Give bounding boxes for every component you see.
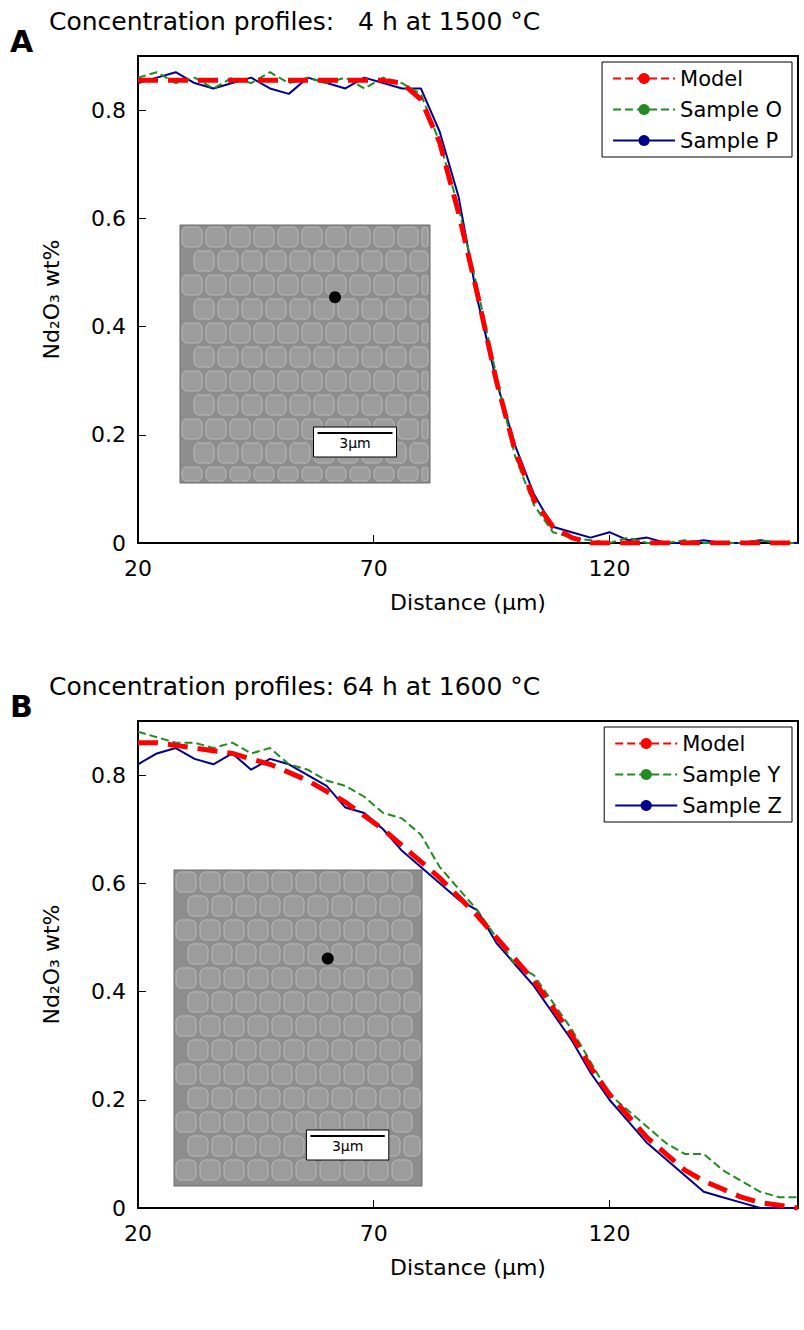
- svg-text:Model: Model: [682, 732, 745, 756]
- svg-text:70: 70: [360, 1221, 388, 1246]
- svg-text:20: 20: [124, 556, 152, 581]
- svg-text:Sample Z: Sample Z: [682, 794, 782, 818]
- svg-text:Distance (μm): Distance (μm): [390, 590, 546, 615]
- svg-text:Nd₂O₃ wt%: Nd₂O₃ wt%: [39, 240, 64, 360]
- svg-text:0: 0: [112, 531, 126, 556]
- svg-text:0.8: 0.8: [91, 98, 126, 123]
- svg-text:0.2: 0.2: [91, 422, 126, 447]
- svg-text:0.4: 0.4: [91, 314, 126, 339]
- svg-text:0.6: 0.6: [91, 206, 126, 231]
- svg-text:0.2: 0.2: [91, 1087, 126, 1112]
- svg-text:120: 120: [588, 556, 630, 581]
- svg-text:20: 20: [124, 1221, 152, 1246]
- svg-text:0.8: 0.8: [91, 763, 126, 788]
- svg-text:70: 70: [360, 556, 388, 581]
- svg-text:A: A: [10, 24, 34, 59]
- svg-text:Nd₂O₃ wt%: Nd₂O₃ wt%: [39, 905, 64, 1025]
- svg-text:B: B: [10, 689, 33, 724]
- svg-text:0: 0: [112, 1196, 126, 1221]
- svg-text:Sample O: Sample O: [680, 98, 782, 122]
- svg-text:Model: Model: [680, 67, 743, 91]
- svg-text:120: 120: [588, 1221, 630, 1246]
- svg-text:3μm: 3μm: [339, 435, 370, 451]
- svg-text:3μm: 3μm: [332, 1138, 363, 1154]
- svg-text:Sample Y: Sample Y: [682, 763, 780, 787]
- svg-text:Distance (μm): Distance (μm): [390, 1255, 546, 1280]
- svg-text:Sample P: Sample P: [680, 129, 778, 153]
- svg-text:Concentration profiles: 4 h: Concentration profiles: 4 h at 1500 °C: [49, 7, 540, 36]
- svg-text:0.6: 0.6: [91, 871, 126, 896]
- svg-text:0.4: 0.4: [91, 979, 126, 1004]
- svg-text:Concentration profiles: 64 h a: Concentration profiles: 64 h at 1600 °C: [49, 672, 540, 701]
